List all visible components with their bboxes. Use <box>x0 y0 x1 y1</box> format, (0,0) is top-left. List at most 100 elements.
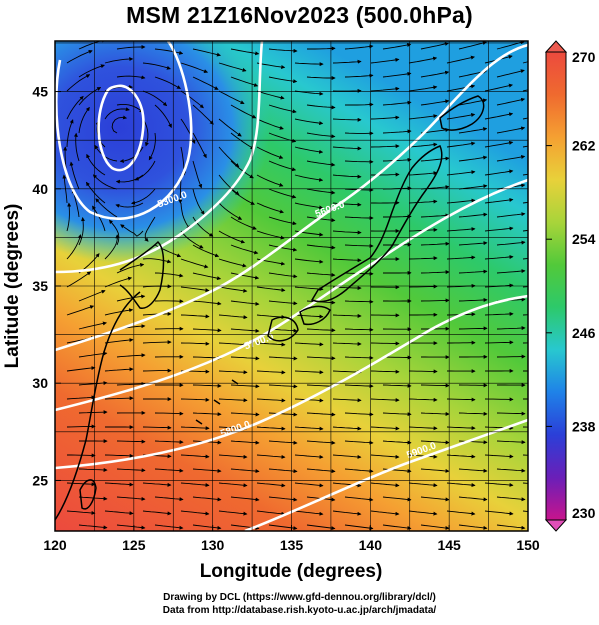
streamline-arrow <box>180 118 196 144</box>
streamline-arrow <box>256 90 285 100</box>
streamline-arrow <box>294 314 324 319</box>
streamline-arrow <box>446 255 476 260</box>
streamline-arrow <box>332 398 362 403</box>
streamline-arrow <box>332 230 362 235</box>
streamline-arrow <box>104 308 134 316</box>
streamline-arrow <box>154 299 184 304</box>
streamline-arrow <box>420 411 450 416</box>
streamline-arrow <box>344 412 374 417</box>
streamline-arrow <box>294 482 324 488</box>
streamline-arrow <box>256 398 286 403</box>
streamline-arrow <box>294 174 324 182</box>
streamline-arrow <box>268 468 298 474</box>
streamline-arrow <box>104 57 134 64</box>
colorbar-label: 262 <box>572 138 596 154</box>
streamline-arrow <box>268 524 298 531</box>
streamline-arrow <box>408 171 438 176</box>
streamline-arrow <box>268 412 298 417</box>
streamline-arrow <box>370 144 400 149</box>
streamline-arrow <box>180 454 210 459</box>
streamline-arrow <box>458 212 488 218</box>
streamline-arrow <box>142 425 172 430</box>
streamline-arrow <box>192 468 222 473</box>
streamline-arrow <box>66 482 96 487</box>
streamline-arrow <box>116 75 146 80</box>
streamline-arrow <box>69 161 80 190</box>
streamline-arrow <box>332 426 362 431</box>
streamline-arrow <box>268 356 298 361</box>
streamline-arrow <box>382 524 412 530</box>
streamline-arrow <box>268 244 298 252</box>
streamline-arrow <box>420 440 450 445</box>
streamline-arrow <box>218 314 248 320</box>
streamline-arrow <box>382 496 412 502</box>
streamline-arrow <box>104 482 134 487</box>
x-tick-label: 130 <box>201 537 225 553</box>
streamline-arrow <box>420 213 450 218</box>
streamline-arrow <box>192 496 222 502</box>
streamline-arrow <box>180 286 210 293</box>
streamline-arrow <box>66 95 84 120</box>
x-tick-label: 145 <box>437 537 461 553</box>
streamline-arrow <box>446 198 476 204</box>
streamline-arrow <box>496 126 526 134</box>
streamline-arrow <box>104 107 130 120</box>
streamline-arrow <box>78 106 90 134</box>
streamline-arrow <box>458 297 488 302</box>
streamline-arrow <box>382 157 412 162</box>
x-tick-label: 120 <box>43 537 67 553</box>
streamline-arrow <box>332 313 362 318</box>
streamline-arrow <box>382 71 412 78</box>
streamline-arrow <box>344 243 374 248</box>
streamline-arrow <box>496 468 526 473</box>
y-axis-title: Latitude (degrees) <box>2 204 23 369</box>
streamline-arrow <box>78 524 108 530</box>
x-axis-ticks: 120 125 130 135 140 145 150 <box>43 525 540 553</box>
streamline-arrow <box>306 244 336 250</box>
streamline-arrow <box>496 524 526 530</box>
streamline-arrow <box>154 411 184 416</box>
streamline-arrow <box>142 510 172 516</box>
streamline-arrow <box>268 300 298 306</box>
streamline-arrow <box>192 300 222 306</box>
streamline-arrow <box>120 224 144 237</box>
streamline-arrow <box>446 510 476 516</box>
streamline-arrow <box>484 140 514 148</box>
streamline-arrow <box>230 356 260 361</box>
streamline-arrow <box>116 44 146 50</box>
streamline-arrow <box>192 412 222 417</box>
streamline-arrow <box>294 258 324 264</box>
coastline <box>55 291 141 521</box>
streamline-arrow <box>306 75 336 81</box>
streamline-arrow <box>484 112 514 120</box>
streamline-arrow <box>294 426 324 431</box>
streamline-arrow <box>256 342 286 347</box>
streamline-arrow <box>256 118 284 130</box>
streamline-arrow <box>111 115 128 134</box>
streamline-arrow <box>104 276 133 288</box>
streamline-arrow <box>306 104 336 110</box>
streamline-arrow <box>154 524 184 530</box>
streamline-arrow <box>332 174 362 179</box>
y-tick-label: 25 <box>32 472 48 488</box>
streamline-arrow <box>218 174 240 196</box>
streamline-arrow <box>154 76 181 89</box>
streamline-arrow <box>218 510 248 516</box>
streamline-arrow <box>256 370 286 375</box>
streamline-arrow <box>408 510 438 516</box>
streamline-arrow <box>382 355 412 360</box>
streamline-arrow <box>78 41 106 50</box>
streamline-arrow <box>192 132 207 159</box>
streamline-arrow <box>230 496 260 502</box>
streamline-arrow <box>180 510 210 516</box>
streamline-arrow <box>496 69 525 78</box>
streamline-arrow <box>154 48 184 55</box>
streamline-arrow <box>332 59 362 64</box>
streamline-arrow <box>78 217 86 246</box>
streamline-arrow <box>180 90 204 109</box>
streamline-arrow <box>116 439 146 444</box>
streamline-arrow <box>484 340 514 345</box>
streamline-arrow <box>484 254 514 260</box>
streamline-arrow <box>306 412 336 417</box>
streamline-arrow <box>370 398 400 403</box>
